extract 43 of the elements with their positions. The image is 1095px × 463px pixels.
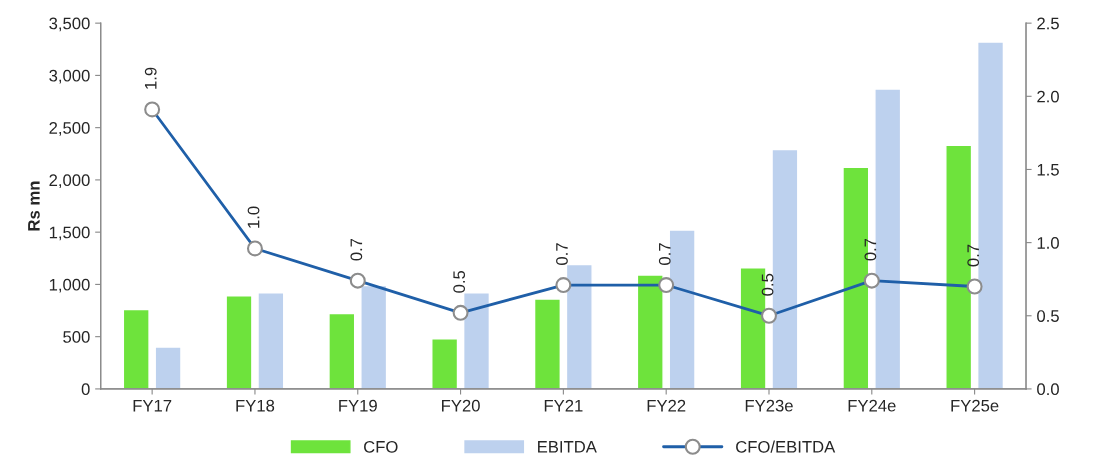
- legend-label: EBITDA: [538, 441, 597, 453]
- y2-tick-label: 2.5: [1037, 17, 1059, 30]
- y-tick-label: 500: [63, 331, 90, 343]
- bar: [431, 338, 459, 389]
- bar: [328, 312, 356, 389]
- y2-tick-label: 0.5: [1037, 310, 1059, 322]
- x-tick-label: FY19: [339, 399, 377, 412]
- y-tick-label: 3,500: [49, 17, 90, 32]
- data-label: 0.5: [453, 270, 466, 293]
- y2-tick-label: 2.0: [1037, 90, 1059, 103]
- data-label: 0.5: [761, 273, 774, 296]
- data-label: 0.7: [350, 238, 363, 261]
- x-tick-label: FY18: [236, 399, 275, 412]
- y-tick-label: 2,500: [49, 122, 90, 136]
- y2-tick-label: 1.5: [1037, 164, 1059, 176]
- bar: [533, 298, 561, 389]
- y-tick-label: 0: [81, 383, 90, 396]
- y-axis-title: Rs mn: [28, 181, 40, 231]
- bar: [225, 295, 253, 389]
- x-tick-label: FY24e: [848, 399, 896, 412]
- y-tick-label: 2,000: [49, 174, 90, 189]
- bar: [257, 292, 285, 389]
- legend-label: CFO/EBITDA: [736, 440, 836, 453]
- x-tick-label: FY21: [544, 399, 583, 412]
- data-label: 0.7: [967, 244, 980, 267]
- data-label: 0.7: [556, 243, 568, 265]
- x-tick-label: FY17: [133, 399, 172, 412]
- y2-tick-label: 1.0: [1037, 237, 1059, 249]
- data-label: 1.9: [144, 67, 157, 89]
- y2-tick-label: 0.0: [1037, 383, 1059, 396]
- data-label: 0.7: [864, 238, 877, 261]
- y-tick-label: 3,000: [49, 69, 90, 84]
- x-tick-label: FY23e: [745, 399, 793, 412]
- y-tick-label: 1,500: [49, 226, 90, 241]
- legend-label: CFO: [364, 440, 398, 453]
- data-label: 1.0: [247, 206, 260, 228]
- bar: [122, 308, 150, 389]
- data-label: 0.7: [658, 243, 671, 265]
- x-tick-label: FY20: [442, 399, 480, 412]
- x-tick-label: FY22: [647, 399, 686, 412]
- y-tick-label: 1,000: [49, 278, 90, 293]
- bar: [154, 346, 182, 389]
- x-tick-label: FY25e: [951, 399, 999, 412]
